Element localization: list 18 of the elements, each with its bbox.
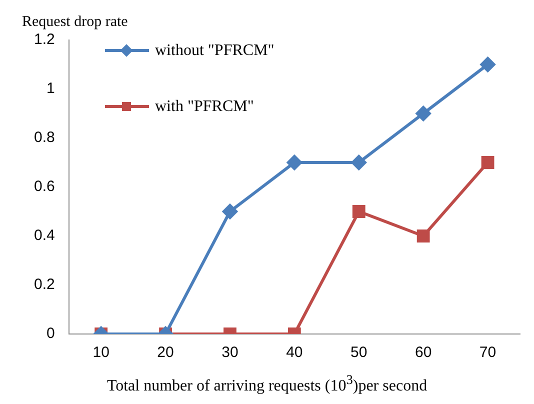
y-axis-title: Request drop rate — [22, 14, 128, 31]
x-tick-label: 20 — [157, 344, 174, 362]
x-tick-label: 10 — [92, 344, 110, 362]
legend-label: with "PFRCM" — [155, 98, 254, 116]
legend-label: without "PFRCM" — [155, 42, 274, 60]
x-tick-label: 40 — [286, 344, 303, 362]
y-tick-label: 0.2 — [34, 276, 55, 294]
y-tick-label: 0.8 — [34, 129, 55, 146]
x-tick-label: 60 — [414, 344, 432, 362]
x-tick-label: 50 — [350, 344, 368, 362]
y-tick-label: 0 — [46, 325, 55, 342]
x-axis-title: Total number of arriving requests (10$^{3}$)per second — [106, 372, 428, 396]
y-tick-label: 1 — [46, 80, 55, 98]
y-tick-label: 1.2 — [34, 31, 55, 48]
x-tick-label: 70 — [479, 344, 496, 362]
x-tick-label: 30 — [222, 344, 238, 362]
y-tick-label: 0.4 — [34, 227, 55, 244]
y-tick-label: 0.6 — [34, 178, 55, 196]
